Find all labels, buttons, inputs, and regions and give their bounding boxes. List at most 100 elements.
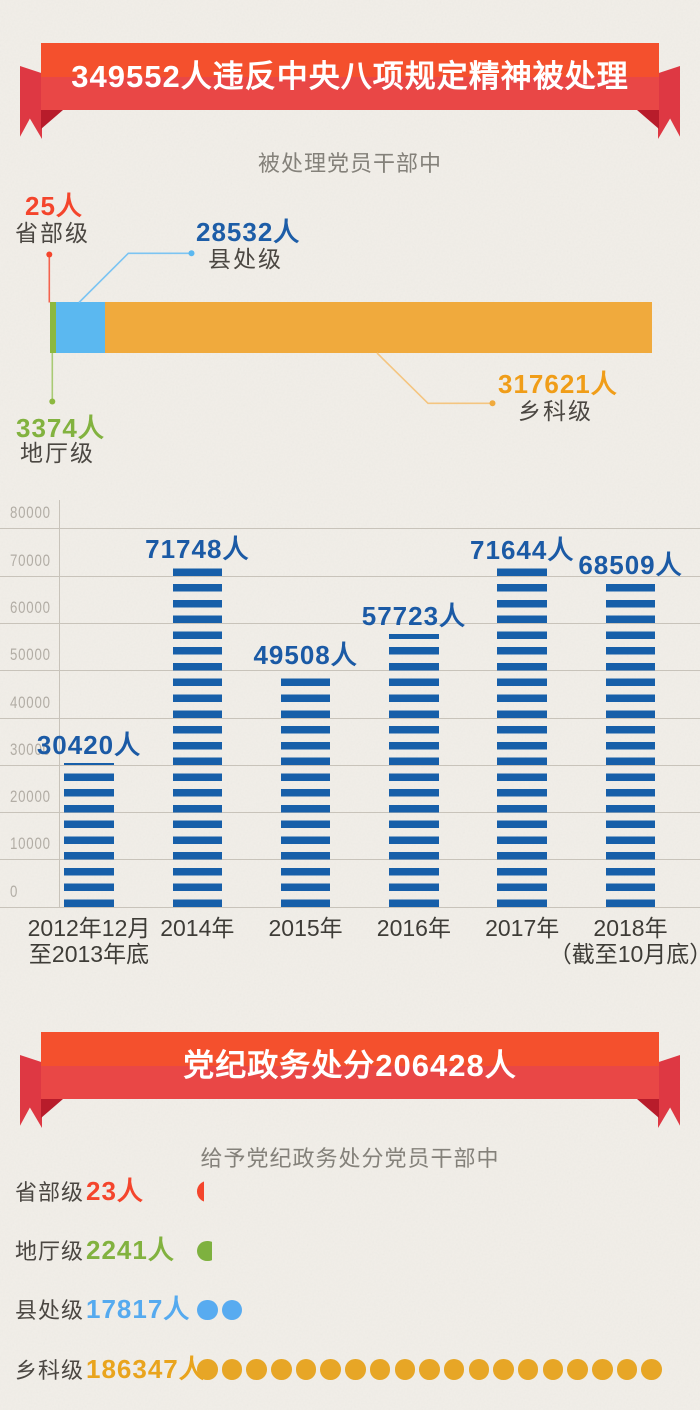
pictogram-row-县处级: 县处级 17817人 (0, 1295, 700, 1325)
banner-ribbon-top: 349552人违反中央八项规定精神被处理 (0, 0, 700, 150)
ribbon-fold-left (41, 110, 63, 129)
dot-shape (271, 1359, 292, 1380)
bar-2 (172, 567, 223, 907)
section2-subtitle: 给予党纪政务处分党员干部中 (200, 1146, 500, 1171)
x-axis-label-line: 2018年 (593, 915, 668, 941)
dot-icon (221, 1359, 243, 1380)
bar-3 (280, 672, 331, 907)
segment-县处级 (55, 302, 105, 353)
x-axis-label-6: 2018年 （截至10月底） (516, 915, 700, 967)
callout-dot-省部级 (46, 251, 53, 258)
bar-value-label-6: 68509人 (578, 549, 683, 580)
dot-shape (493, 1359, 514, 1380)
dot-icon (493, 1359, 514, 1380)
dot-icon (517, 1359, 539, 1380)
gridline-0 (0, 906, 700, 908)
y-axis-tick-label-50000: 50000 (10, 645, 51, 665)
dot-icon (197, 1299, 218, 1321)
gridline-50000 (0, 670, 700, 672)
y-axis-tick-label-80000: 80000 (10, 503, 51, 523)
dot-icon (320, 1359, 341, 1380)
segment-label-地厅级: 地厅级 (20, 440, 95, 466)
dot-icon (419, 1359, 440, 1380)
dot-shape (641, 1359, 662, 1380)
ribbon-band: 党纪政务处分206428人 (41, 1032, 659, 1099)
segment-乡科级 (104, 302, 652, 353)
bar-value-label-2: 71748人 (145, 534, 250, 565)
dot-icon (592, 1359, 613, 1380)
x-axis-label-line: （截至10月底） (548, 940, 700, 967)
ribbon-tail-left (20, 66, 42, 139)
segment-label-乡科级: 乡科级 (518, 398, 593, 424)
segment-value-乡科级: 317621人 (498, 369, 618, 399)
segment-value-省部级: 25人 (25, 191, 83, 221)
dot-shape (592, 1359, 613, 1380)
y-axis-tick-label-60000: 60000 (10, 597, 51, 617)
callout-line-乡科级 (376, 352, 490, 405)
dot-shape (221, 1299, 243, 1321)
section1-subtitle: 被处理党员干部中 (257, 151, 442, 176)
dot-shape (567, 1359, 588, 1380)
pictogram-row-乡科级: 乡科级 186347人 (0, 1355, 700, 1385)
callout-dot-地厅级 (49, 398, 56, 405)
dot-icon (567, 1359, 588, 1380)
bar-1 (64, 762, 114, 907)
y-axis-tick-label-20000: 20000 (10, 787, 51, 807)
ribbon-fold-right (637, 1099, 659, 1118)
ribbon-fold-right (637, 110, 659, 129)
y-axis-tick-label-0: 0 (10, 881, 19, 901)
bar-4 (389, 633, 439, 907)
row-dots-乡科级 (197, 1359, 666, 1380)
bar-value-label-4: 57723人 (361, 600, 467, 631)
dot-shape (197, 1181, 204, 1202)
dot-shape (197, 1359, 218, 1380)
row-value-县处级: 17817人 (86, 1294, 191, 1325)
dot-shape (517, 1359, 539, 1380)
row-value-省部级: 23人 (86, 1175, 144, 1206)
dot-shape (246, 1359, 267, 1380)
bar-6 (605, 582, 656, 907)
stacked-bar (50, 302, 652, 353)
dot-shape (419, 1359, 440, 1380)
y-axis-tick-label-70000: 70000 (10, 550, 51, 570)
segment-value-县处级: 28532人 (196, 217, 301, 247)
banner-ribbon-bottom: 党纪政务处分206428人 (0, 989, 700, 1139)
dot-icon (295, 1359, 317, 1380)
dot-icon (641, 1359, 662, 1380)
dot-icon (394, 1359, 415, 1380)
bar-value-label-3: 49508人 (253, 639, 358, 670)
callout-dot-县处级 (188, 250, 195, 257)
segment-label-省部级: 省部级 (15, 220, 90, 246)
callout-line-县处级 (78, 252, 190, 304)
partial-dot-icon (197, 1240, 212, 1261)
dot-shape (443, 1359, 465, 1380)
dot-icon (468, 1359, 490, 1380)
callout-dot-乡科级 (489, 400, 496, 407)
bar-5 (497, 567, 547, 907)
dot-shape (542, 1359, 564, 1380)
dot-icon (197, 1359, 218, 1380)
ribbon-tail-left (20, 1055, 42, 1128)
dot-shape (394, 1359, 415, 1380)
row-dots-省部级 (197, 1181, 208, 1202)
ribbon-tail-right (658, 1055, 680, 1128)
row-value-地厅级: 2241人 (86, 1235, 175, 1265)
dot-icon (271, 1359, 292, 1380)
row-label-县处级: 县处级 (15, 1298, 85, 1324)
x-axis-label-line: 至2013年底 (28, 940, 150, 967)
banner1-title: 349552人违反中央八项规定精神被处理 (71, 59, 629, 94)
gridline-80000 (0, 528, 700, 530)
dot-shape (295, 1359, 317, 1380)
row-label-地厅级: 地厅级 (15, 1239, 85, 1264)
row-dots-县处级 (197, 1299, 246, 1321)
dot-shape (221, 1359, 243, 1380)
dot-shape (345, 1359, 366, 1380)
dot-icon (542, 1359, 564, 1380)
ribbon-band: 349552人违反中央八项规定精神被处理 (41, 43, 659, 110)
dot-shape (197, 1299, 218, 1321)
y-axis-tick-label-40000: 40000 (10, 692, 51, 712)
dot-icon (616, 1359, 638, 1380)
gridline-40000 (0, 717, 700, 719)
segment-label-县处级: 县处级 (208, 246, 283, 272)
